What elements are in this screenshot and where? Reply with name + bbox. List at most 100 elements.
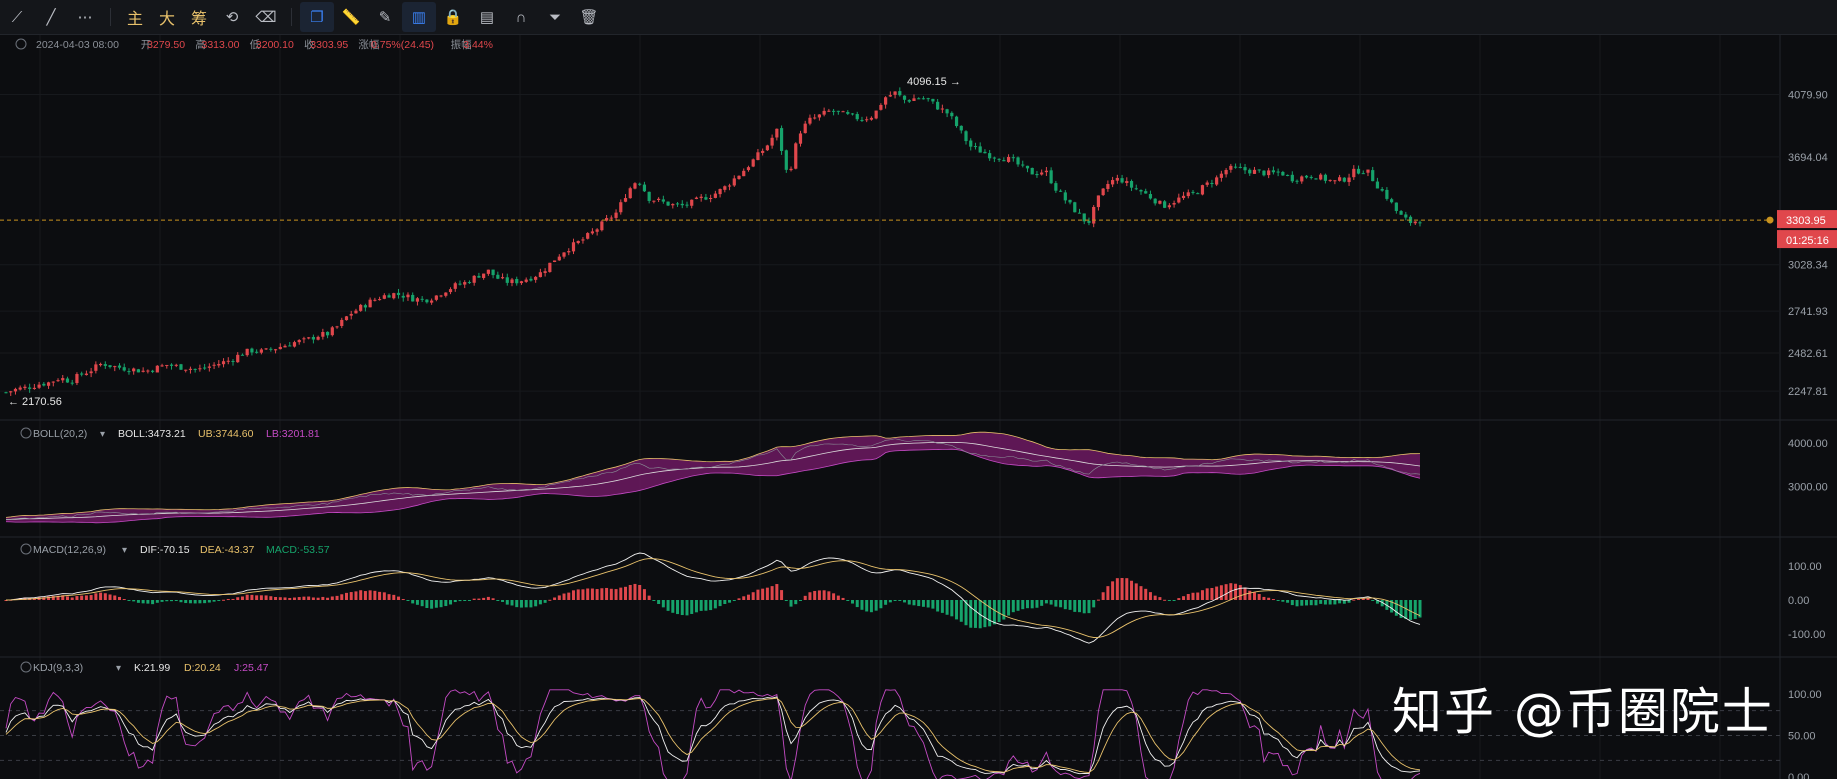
candle-body [1181,195,1186,199]
candle-body [595,229,599,232]
candle-body [146,370,150,372]
candle-body [874,110,878,119]
trendline-icon[interactable]: ⟋ [11,8,23,26]
candle-body [770,137,774,146]
boll-title: BOLL(20,2) [33,428,87,440]
candle-body [108,365,112,368]
candle-body [1049,170,1053,184]
candle-body [117,365,122,368]
candle-body [879,104,883,110]
candle-body [122,367,126,371]
candle-body [784,150,788,170]
macd-bar [671,600,675,613]
macd-bar [557,595,561,600]
candle-body [841,111,845,113]
macd-bar [146,600,150,604]
replay-icon[interactable]: ⟲ [225,9,239,26]
eraser-icon[interactable]: ⌫ [255,9,277,26]
ohlc-value: 涨幅 [358,38,379,51]
macd-bar [955,600,959,620]
candle-body [179,364,183,370]
lock-icon[interactable]: 🔒 [443,9,463,26]
candle-body [297,340,301,343]
candle-body [406,294,410,298]
layers-icon[interactable]: ❐ [300,2,334,32]
macd-bar [770,586,774,600]
macd-bar [23,597,27,600]
macd-bar [311,597,315,600]
line-icon[interactable]: ╱ [46,9,56,26]
filter-icon[interactable]: ⏷ [548,8,561,26]
macd-bar [1163,599,1167,601]
macd-bar [127,600,131,601]
candle-body [1309,176,1313,178]
macd-bar [1158,597,1162,600]
candle-body [132,368,136,372]
macd-bar [813,590,817,600]
candles-icon[interactable]: ▥ [402,2,436,32]
candle-body [1158,200,1162,204]
macd-bar [562,593,566,600]
indicator-button-1[interactable]: 主 [126,11,143,28]
macd-bar [761,588,765,600]
candle-body [1333,180,1337,182]
candle-body [89,371,93,374]
trading-chart[interactable]: 4079.90 3694.04 3028.34 2741.93 2482.61 2247.… [0,35,1837,779]
candle-body [1290,174,1294,182]
ohlc-value: 3303.95 [310,39,348,51]
candle-body [207,366,211,368]
boll-mid: BOLL:3473.21 [118,428,186,440]
candle-body [1361,173,1365,175]
candle-body [392,293,396,299]
candle-body [988,153,992,159]
magnet-icon[interactable]: ∩ [515,8,527,26]
macd-bar [718,600,722,607]
candle-body [245,348,249,356]
candle-body [1163,201,1167,208]
indicator-button-3[interactable]: 筹 [190,11,207,28]
candle-body [685,204,689,206]
macd-tick: 0.00 [1788,595,1809,607]
candle-body [557,256,561,261]
brush-icon[interactable]: ✎ [378,9,392,26]
macd-bar [737,598,741,600]
macd-bar [1347,600,1351,603]
candle-body [1352,168,1356,178]
candle-body [1016,157,1020,165]
macd-bar [1025,600,1029,609]
candle-body [567,251,571,253]
candle-body [694,197,699,199]
candle-body [65,378,70,383]
macd-bar [576,589,580,600]
kdj-d: D:20.24 [184,662,221,674]
candle-body [732,178,736,186]
trash-icon[interactable]: 🗑 [579,9,599,26]
candle-body [1328,179,1332,181]
candle-body [798,133,803,144]
macd-bar [47,596,51,600]
chart-settings-icon[interactable]: ▤ [479,9,495,26]
indicator-button-2[interactable]: 大 [158,11,175,28]
macd-bar [926,600,930,608]
macd-bar [642,589,646,600]
candle-body [1106,183,1110,189]
boll-upper-line [5,431,1421,518]
candle-body [1200,185,1205,195]
macd-bar [851,600,855,604]
candle-body [931,98,935,102]
macd-bar [1394,600,1398,616]
candle-body [794,143,798,169]
ruler-icon[interactable]: 📏 [341,9,361,26]
more-icon[interactable]: ⋯ [77,9,93,26]
candle-body [18,387,22,390]
candle-body [467,282,472,284]
macd-bar [141,600,145,604]
macd-bar [1380,600,1384,607]
macd-bar [463,600,467,601]
candle-body [1281,171,1285,176]
macd-bar [1200,590,1204,600]
candle-body [311,336,315,340]
candle-body [690,199,694,206]
candle-body [250,348,254,353]
candle-body [704,197,708,200]
